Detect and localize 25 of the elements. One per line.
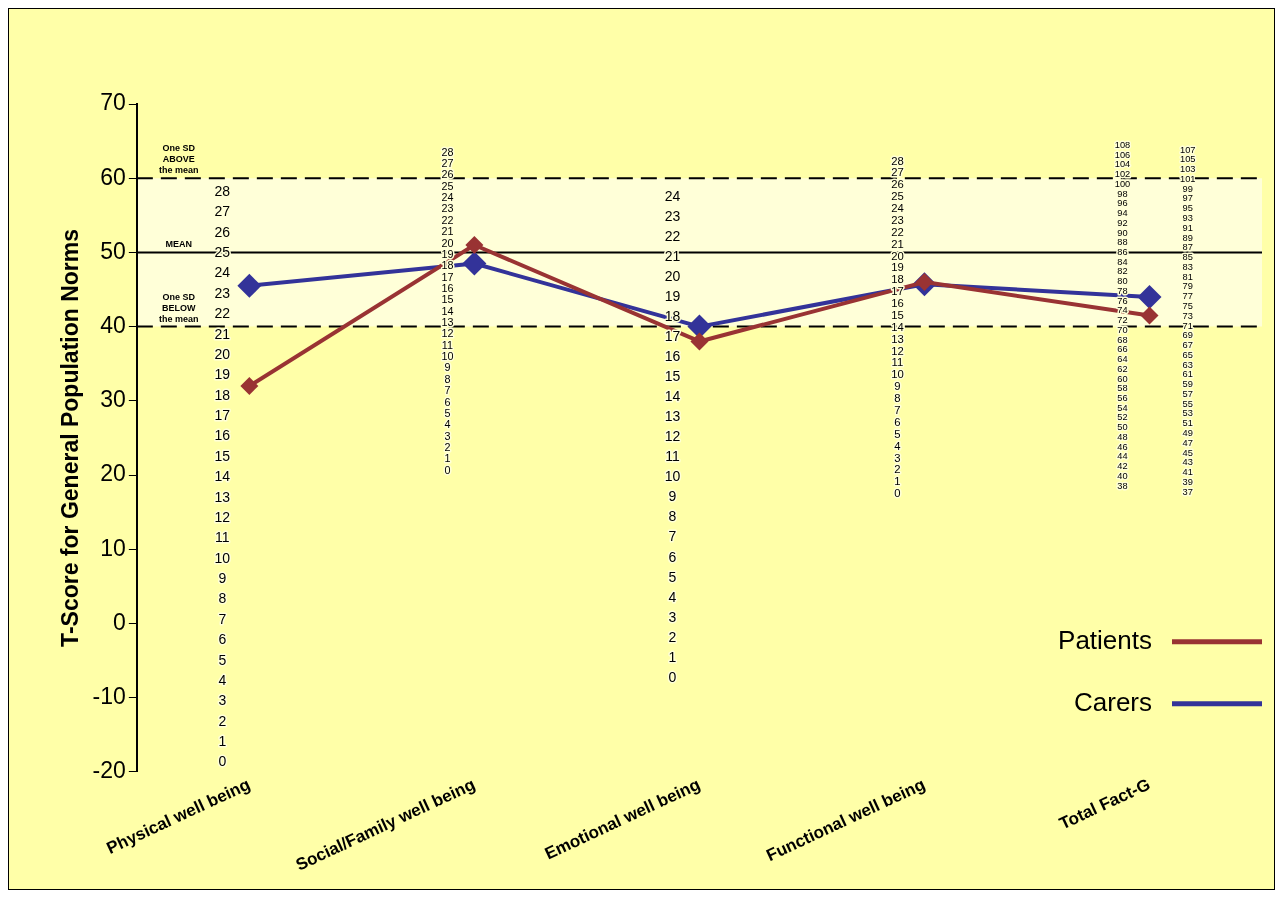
legend-label: Patients: [1058, 625, 1152, 656]
point: [687, 314, 712, 339]
ref-line-label: One SD ABOVE the mean: [159, 143, 199, 176]
ref-line-label: MEAN: [165, 239, 193, 250]
y-tick-label: -20: [92, 757, 126, 784]
y-tick-label: 60: [100, 163, 126, 190]
point: [240, 376, 259, 395]
point: [1137, 284, 1162, 309]
y-tick-label: 40: [100, 311, 126, 338]
point: [237, 273, 262, 298]
legend-label: Carers: [1073, 687, 1152, 718]
point: [1140, 306, 1159, 325]
point: [462, 251, 487, 276]
y-tick-label: 0: [113, 608, 126, 635]
text: 107 105 103 101 99 97 95 93 91 89 87 85 83 81 79 77 75 73 71 69 67 65 63 61 59 57 55 53 51 49 47 45 43 41 39 37: [1180, 144, 1196, 497]
y-tick-label: 70: [100, 89, 126, 116]
y-tick-label: 10: [100, 534, 126, 561]
y-tick-label: 20: [100, 460, 126, 487]
y-axis-title: T-Score for General Population Norms: [57, 228, 84, 647]
y-tick-label: 30: [100, 386, 126, 413]
y-tick-label: 50: [100, 237, 126, 264]
point: [465, 235, 484, 254]
point: [690, 332, 709, 351]
ref-line-label: One SD BELOW the mean: [159, 291, 199, 324]
y-tick-label: -10: [92, 683, 126, 709]
